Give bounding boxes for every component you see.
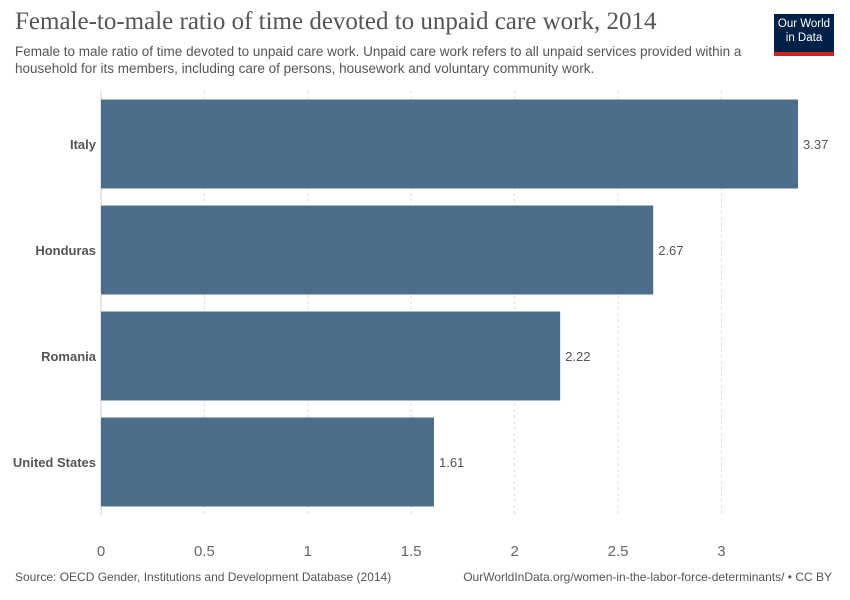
category-label: Romania [41,349,97,364]
x-tick-label: 0.5 [194,543,215,560]
bar [101,99,798,189]
x-axis-ticks: 0 0.5 1 1.5 2 2.5 3 [97,543,726,560]
value-label: 3.37 [803,137,828,152]
bar [101,417,434,507]
chart-title: Female-to-male ratio of time devoted to … [15,8,657,35]
x-tick-label: 2 [510,543,518,560]
logo-line-1: Our World [777,18,831,30]
source-note[interactable]: Source: OECD Gender, Institutions and De… [15,570,392,584]
category-labels: Italy Honduras Romania United States [13,137,97,470]
logo-line-2: in Data [785,32,823,44]
category-label: United States [13,455,96,470]
bars: 3.37 2.67 2.22 1.61 [101,99,828,507]
value-label: 2.22 [565,349,590,364]
x-tick-label: 1.5 [401,543,422,560]
x-tick-label: 2.5 [608,543,629,560]
value-label: 1.61 [439,455,464,470]
x-tick-label: 3 [717,543,725,560]
attribution-link[interactable]: OurWorldInData.org/women-in-the-labor-fo… [463,570,832,584]
bar [101,311,561,401]
x-tick-label: 1 [304,543,312,560]
owid-logo[interactable]: Our World in Data [774,14,834,56]
x-tick-label: 0 [97,543,105,560]
category-label: Honduras [35,243,96,258]
value-label: 2.67 [658,243,683,258]
bar [101,205,654,295]
category-label: Italy [70,137,97,152]
chart-subtitle: Female to male ratio of time devoted to … [15,44,742,76]
